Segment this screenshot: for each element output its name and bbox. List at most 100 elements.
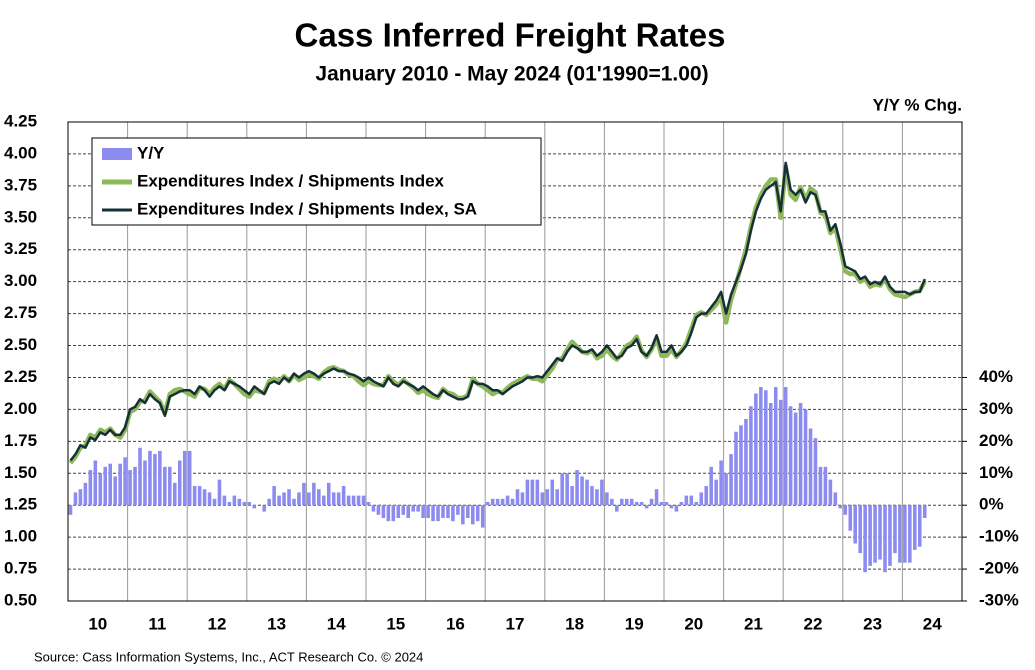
bar bbox=[83, 482, 88, 506]
legend-label: Expenditures Index / Shipments Index, SA bbox=[137, 199, 477, 218]
bar bbox=[590, 486, 594, 506]
bar bbox=[893, 505, 897, 554]
bar bbox=[441, 505, 445, 518]
bar bbox=[525, 479, 530, 506]
x-tick-label: 14 bbox=[327, 614, 346, 633]
x-tick-label: 21 bbox=[744, 614, 763, 633]
y2-tick-label: 20% bbox=[979, 431, 1013, 450]
y2-tick-label: 40% bbox=[979, 367, 1013, 386]
bar bbox=[585, 479, 589, 506]
y2-tick-label: 0% bbox=[979, 495, 1004, 514]
bar bbox=[620, 498, 624, 506]
bar bbox=[366, 502, 371, 506]
bar bbox=[173, 482, 177, 506]
bar bbox=[908, 505, 912, 563]
bar bbox=[674, 505, 679, 512]
bar bbox=[644, 505, 649, 509]
bar bbox=[813, 438, 818, 506]
bar bbox=[754, 393, 758, 506]
bar bbox=[227, 502, 232, 506]
bar bbox=[466, 505, 470, 518]
bar bbox=[490, 498, 495, 506]
source-note: Source: Cass Information Systems, Inc., … bbox=[34, 649, 423, 664]
bar bbox=[163, 466, 167, 506]
bar bbox=[431, 505, 435, 522]
bar bbox=[212, 498, 217, 506]
bar bbox=[918, 505, 922, 547]
x-tick-label: 11 bbox=[148, 614, 166, 633]
bar bbox=[411, 505, 415, 512]
bar bbox=[182, 450, 187, 506]
bar bbox=[803, 409, 808, 506]
bar bbox=[312, 482, 316, 506]
bar bbox=[565, 473, 569, 506]
legend-label: Y/Y bbox=[137, 143, 165, 162]
bar bbox=[143, 460, 147, 506]
bar bbox=[903, 505, 907, 563]
bar bbox=[898, 505, 902, 563]
bar bbox=[684, 495, 689, 506]
bar bbox=[317, 489, 321, 506]
legend-swatch bbox=[102, 148, 132, 160]
y-tick-label: 2.25 bbox=[4, 367, 37, 386]
bar bbox=[734, 431, 738, 506]
bar bbox=[818, 466, 823, 506]
bar bbox=[237, 498, 242, 506]
bar bbox=[883, 505, 887, 573]
bar bbox=[828, 479, 833, 506]
bar bbox=[322, 495, 326, 506]
bar bbox=[133, 466, 137, 506]
bar bbox=[853, 505, 857, 544]
chart-title: Cass Inferred Freight Rates bbox=[295, 17, 726, 54]
bar bbox=[639, 502, 644, 506]
bar bbox=[153, 454, 157, 506]
marks bbox=[68, 161, 927, 573]
bar bbox=[232, 495, 237, 506]
bar bbox=[98, 473, 103, 506]
bar bbox=[769, 403, 773, 506]
bar bbox=[495, 498, 500, 506]
bar bbox=[93, 460, 98, 506]
bar bbox=[699, 492, 704, 506]
bar bbox=[217, 479, 222, 506]
bar bbox=[68, 505, 73, 515]
bar bbox=[381, 505, 386, 518]
y-tick-label: 3.00 bbox=[4, 271, 37, 290]
bar bbox=[664, 502, 669, 506]
bar bbox=[168, 466, 172, 506]
bar bbox=[416, 505, 420, 512]
bar bbox=[346, 495, 351, 506]
y-tick-label: 1.75 bbox=[4, 431, 37, 450]
bar bbox=[838, 505, 843, 509]
bar bbox=[873, 505, 877, 563]
x-tick-label: 17 bbox=[506, 614, 525, 633]
x-tick-label: 19 bbox=[625, 614, 644, 633]
bar bbox=[739, 425, 743, 506]
bar bbox=[207, 492, 212, 506]
bar bbox=[863, 505, 867, 573]
bar bbox=[307, 492, 311, 506]
bar bbox=[436, 505, 440, 522]
legend-label: Expenditures Index / Shipments Index bbox=[137, 171, 445, 190]
bar bbox=[888, 505, 892, 566]
bar bbox=[798, 403, 803, 506]
bar bbox=[108, 463, 112, 506]
bar bbox=[773, 387, 778, 506]
bar bbox=[78, 489, 83, 506]
bar bbox=[252, 505, 257, 509]
bar bbox=[580, 476, 584, 506]
bar bbox=[456, 505, 460, 515]
bar bbox=[922, 505, 927, 518]
bar bbox=[719, 460, 723, 506]
y-tick-label: 2.00 bbox=[4, 399, 37, 418]
x-tick-label: 24 bbox=[923, 614, 942, 633]
bar bbox=[709, 466, 713, 506]
x-tick-label: 20 bbox=[684, 614, 703, 633]
bar bbox=[287, 489, 291, 506]
bar bbox=[446, 505, 450, 518]
y-tick-label: 3.50 bbox=[4, 207, 37, 226]
legend-box bbox=[91, 137, 542, 226]
bar bbox=[267, 498, 271, 506]
bar bbox=[610, 498, 614, 506]
bar bbox=[570, 486, 574, 506]
